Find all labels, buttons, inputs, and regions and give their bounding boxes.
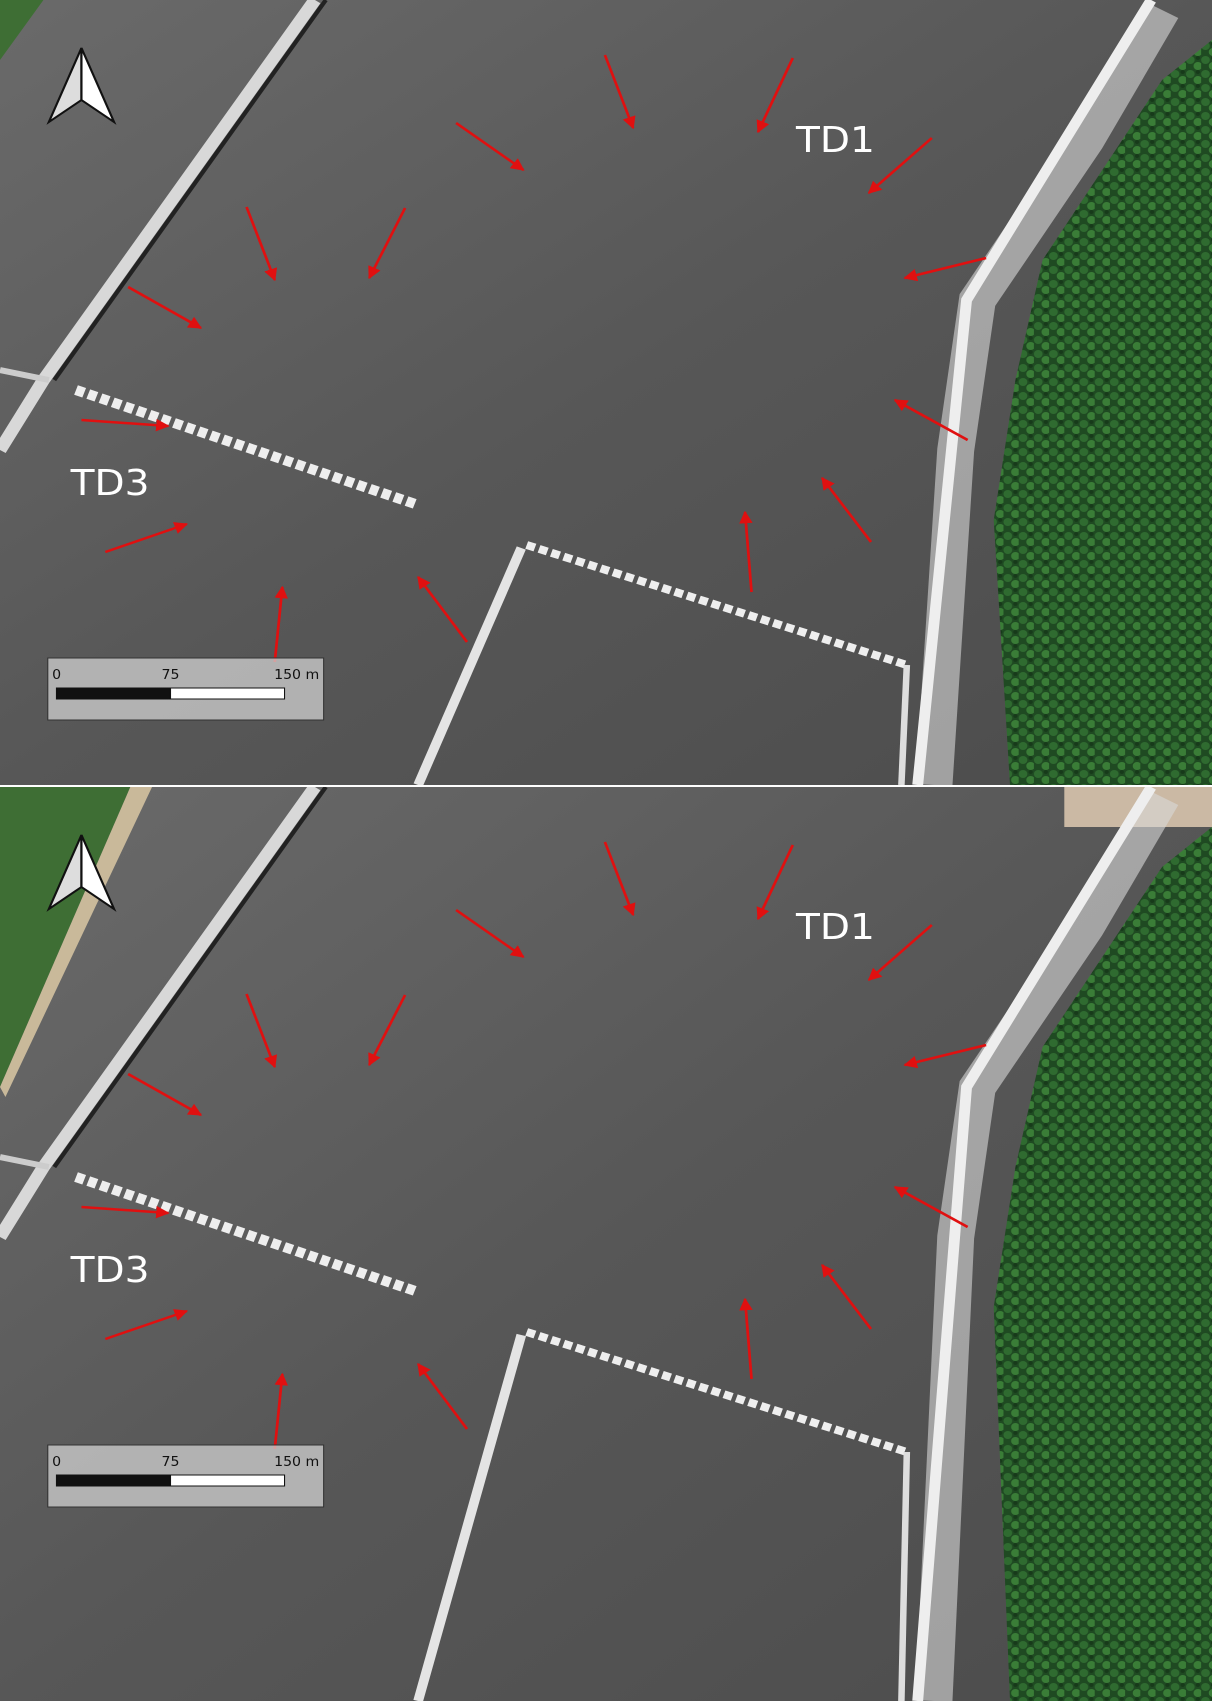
panel-content: TD1 TD3 0 75 150 m [0,0,1212,785]
scale-bar-label: 0 [52,1455,61,1470]
area-label: TD3 [70,1248,150,1290]
area-label: TD3 [70,461,150,503]
scale-bar-label: 75 [162,1455,180,1470]
scale-bar-label: 0 [52,668,61,683]
scale-bar-black [56,1475,170,1486]
scale-bar-label: 75 [162,668,180,683]
scale-bar-label: 150 m [274,668,319,683]
scale-bar-black [56,688,170,699]
map-panel: TD1 TD3 0 75 150 m [0,0,1212,785]
map-figure: TD1 TD3 0 75 150 m TD1 TD3 0 75 150 m [0,0,1212,1701]
panel-content: TD1 TD3 0 75 150 m [0,787,1212,1701]
scale-bar-white [171,688,285,699]
area-label: TD1 [795,905,875,947]
map-panel: TD1 TD3 0 75 150 m [0,787,1212,1701]
area-label: TD1 [795,118,875,160]
scale-bar-label: 150 m [274,1455,319,1470]
scale-bar-white [171,1475,285,1486]
